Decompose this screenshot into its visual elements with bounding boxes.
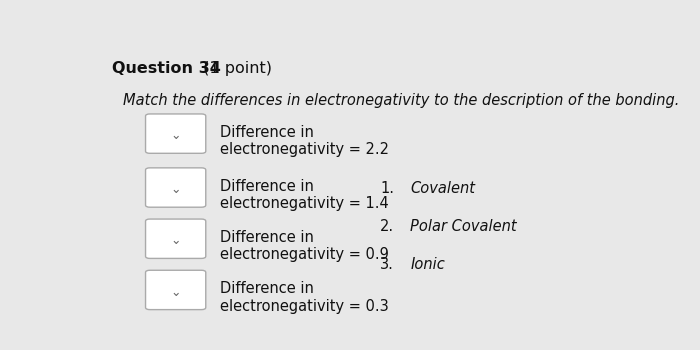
Text: electronegativity = 0.3: electronegativity = 0.3 (220, 299, 389, 314)
Text: Polar Covalent: Polar Covalent (410, 219, 517, 234)
FancyBboxPatch shape (146, 168, 206, 207)
Text: Ionic: Ionic (410, 257, 445, 272)
Text: electronegativity = 2.2: electronegativity = 2.2 (220, 142, 389, 158)
FancyBboxPatch shape (146, 270, 206, 310)
Text: 3.: 3. (380, 257, 394, 272)
FancyBboxPatch shape (146, 114, 206, 153)
Text: Difference in: Difference in (220, 179, 314, 194)
Text: (1 point): (1 point) (197, 61, 272, 76)
Text: 2.: 2. (380, 219, 394, 234)
Text: 1.: 1. (380, 181, 394, 196)
Text: ⌄: ⌄ (170, 129, 181, 142)
Text: Covalent: Covalent (410, 181, 475, 196)
Text: electronegativity = 1.4: electronegativity = 1.4 (220, 196, 389, 211)
Text: electronegativity = 0.9: electronegativity = 0.9 (220, 247, 389, 262)
FancyBboxPatch shape (146, 219, 206, 258)
Text: ⌄: ⌄ (170, 286, 181, 299)
Text: ⌄: ⌄ (170, 234, 181, 247)
Text: Difference in: Difference in (220, 230, 314, 245)
Text: Match the differences in electronegativity to the description of the bonding.: Match the differences in electronegativi… (122, 93, 679, 108)
Text: Difference in: Difference in (220, 281, 314, 296)
Text: Question 34: Question 34 (112, 61, 220, 76)
Text: Difference in: Difference in (220, 125, 314, 140)
Text: ⌄: ⌄ (170, 183, 181, 196)
